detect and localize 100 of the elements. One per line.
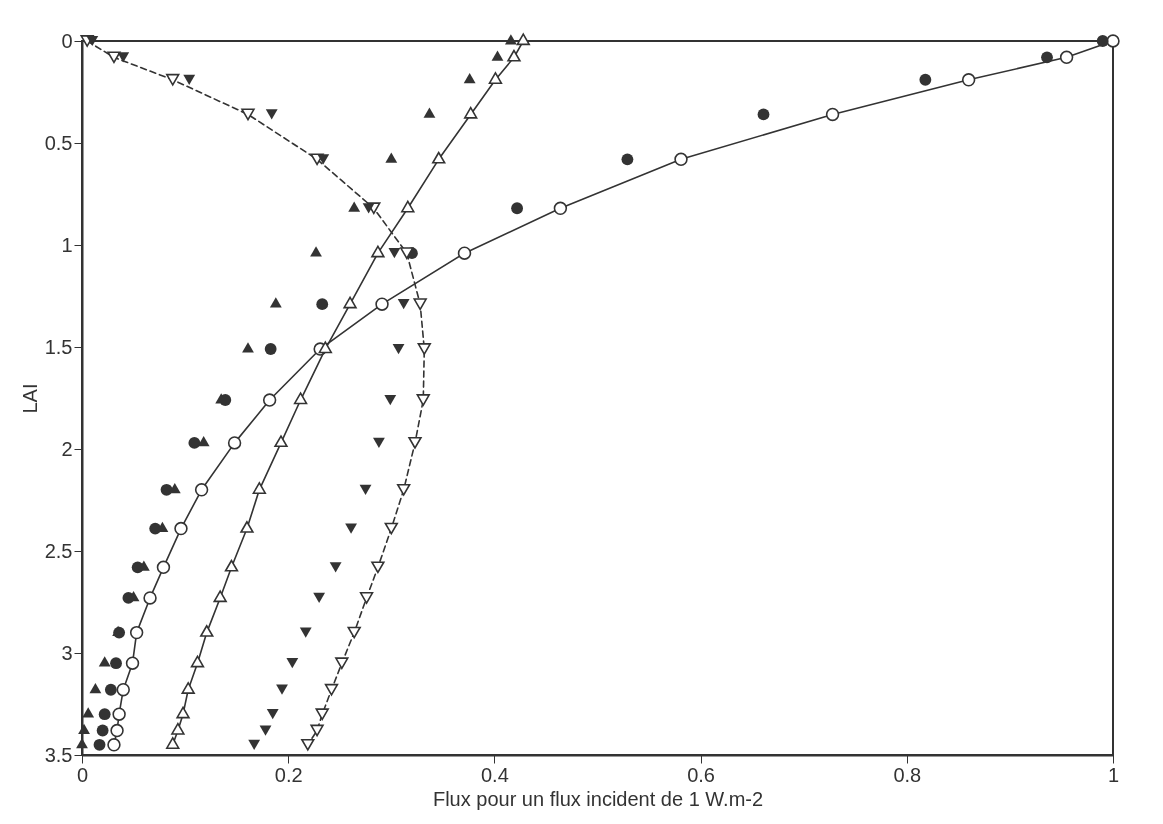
point: [432, 151, 446, 164]
point: [408, 436, 422, 449]
point: [194, 483, 209, 497]
point: [316, 298, 329, 311]
point: [110, 723, 124, 738]
point: [286, 658, 299, 669]
point: [227, 436, 242, 450]
point: [674, 152, 688, 167]
point: [347, 626, 361, 639]
point: [174, 521, 188, 536]
point: [1106, 34, 1120, 48]
point: [463, 72, 476, 84]
y-tick-label: 3: [61, 641, 73, 664]
point: [252, 482, 267, 495]
point: [371, 245, 385, 258]
point: [621, 153, 634, 166]
point: [299, 627, 312, 638]
point: [384, 522, 399, 535]
point: [335, 657, 349, 670]
point: [240, 520, 254, 533]
point: [371, 561, 385, 574]
point: [516, 33, 530, 46]
y-tick-label: 2: [61, 437, 73, 460]
point: [511, 202, 523, 215]
point: [248, 739, 261, 750]
y-tick-label: 3.5: [44, 743, 73, 766]
point: [384, 394, 397, 406]
point: [1096, 35, 1109, 47]
point: [359, 592, 374, 604]
point: [416, 394, 430, 406]
y-tick-label: 2.5: [44, 539, 73, 562]
point: [317, 154, 330, 165]
point: [181, 682, 195, 694]
point: [385, 152, 398, 163]
point: [224, 559, 239, 572]
point: [825, 107, 840, 122]
point: [166, 73, 180, 86]
y-tick-label: 1.5: [44, 335, 73, 358]
point: [264, 343, 277, 355]
point: [757, 108, 770, 121]
x-tick-label: 0.2: [274, 763, 303, 786]
x-tick-label: 0.4: [480, 763, 509, 786]
point: [1041, 51, 1053, 64]
point: [343, 296, 357, 309]
point: [413, 298, 427, 311]
point: [373, 437, 385, 448]
point: [166, 737, 180, 750]
point: [423, 107, 436, 118]
point: [301, 738, 315, 751]
point: [110, 657, 122, 670]
point: [117, 52, 130, 63]
x-tick-label: 0: [76, 763, 89, 786]
point: [345, 523, 358, 534]
point: [457, 246, 472, 260]
point: [293, 392, 308, 405]
point: [104, 683, 117, 696]
point: [213, 590, 227, 603]
point: [269, 297, 282, 308]
point: [96, 724, 109, 737]
point: [375, 297, 389, 311]
point: [348, 201, 361, 212]
point: [125, 656, 140, 670]
point: [156, 560, 171, 575]
point: [401, 200, 415, 213]
x-tick-label: 0.6: [687, 763, 716, 786]
point: [318, 341, 333, 354]
point: [388, 248, 401, 259]
x-axis-title: Flux pour un flux incident de 1 W.m-2: [432, 787, 764, 810]
point: [397, 299, 410, 310]
point: [143, 591, 157, 605]
point: [313, 592, 326, 604]
y-tick-label: 1: [61, 233, 73, 256]
point: [265, 109, 278, 120]
point: [78, 723, 90, 734]
point: [107, 738, 121, 752]
x-tick-label: 0.8: [893, 763, 922, 786]
point: [400, 247, 414, 260]
point: [362, 203, 375, 214]
point: [553, 201, 568, 215]
point: [392, 343, 405, 355]
point: [919, 73, 932, 86]
point: [266, 709, 279, 720]
y-tick-label: 0: [61, 29, 73, 52]
point: [197, 436, 210, 447]
point: [417, 343, 432, 355]
point: [504, 34, 517, 45]
point: [200, 624, 214, 637]
point: [112, 707, 126, 721]
point: [241, 108, 255, 121]
point: [315, 708, 329, 721]
point: [329, 562, 342, 573]
point: [107, 51, 121, 64]
point: [359, 484, 372, 495]
point: [324, 683, 339, 696]
point: [176, 706, 190, 719]
x-tick-label: 1: [1107, 763, 1120, 786]
point: [116, 683, 130, 697]
point: [961, 73, 976, 87]
point: [183, 74, 196, 85]
point: [276, 684, 288, 695]
